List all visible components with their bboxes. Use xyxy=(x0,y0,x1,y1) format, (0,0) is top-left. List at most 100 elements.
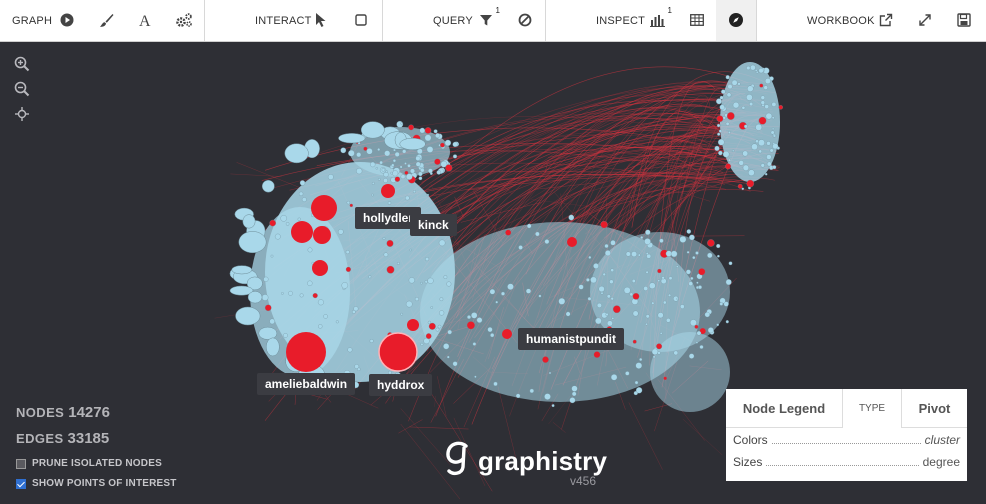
graph-node xyxy=(420,168,424,172)
highlighted-node xyxy=(760,84,764,88)
compass-icon[interactable] xyxy=(725,9,747,31)
histogram-icon[interactable]: 1 xyxy=(647,9,669,31)
graph-node xyxy=(572,392,576,396)
graph-node xyxy=(409,277,415,283)
graph-node xyxy=(384,172,389,177)
edge-line xyxy=(230,174,282,177)
hub-node xyxy=(381,184,395,198)
graph-node xyxy=(410,169,415,174)
edge-line xyxy=(553,422,566,432)
fullscreen-icon[interactable] xyxy=(914,9,936,31)
font-icon[interactable]: A xyxy=(134,9,156,31)
tab-type[interactable]: TYPE xyxy=(842,389,902,428)
highlighted-node xyxy=(346,267,351,272)
graph-node xyxy=(589,256,592,259)
graph-node xyxy=(416,162,421,167)
prune-isolated-option[interactable]: PRUNE ISOLATED NODES xyxy=(16,458,162,469)
graph-node xyxy=(646,252,648,254)
highlighted-node xyxy=(695,325,699,329)
filter-icon[interactable]: 1 xyxy=(475,9,497,31)
play-icon[interactable] xyxy=(56,9,78,31)
highlighted-node xyxy=(505,230,511,236)
poi-label-humanistpundit[interactable]: humanistpundit xyxy=(518,328,624,350)
graph-node xyxy=(695,251,698,254)
graph-node xyxy=(687,251,689,253)
hub-node xyxy=(313,226,331,244)
graph-node xyxy=(748,170,754,176)
highlighted-node xyxy=(664,377,667,380)
hub-node xyxy=(311,195,337,221)
tab-pivot[interactable]: Pivot xyxy=(902,389,967,427)
graph-node xyxy=(690,277,693,280)
center-icon[interactable] xyxy=(14,106,30,122)
graph-node xyxy=(447,356,449,358)
select-box-icon[interactable] xyxy=(350,9,372,31)
graph-node xyxy=(527,224,531,228)
node-legend-panel: Node Legend TYPE Pivot Colors cluster Si… xyxy=(726,389,967,481)
show-poi-checkbox[interactable] xyxy=(16,479,26,489)
external-link-icon[interactable] xyxy=(875,9,897,31)
graph-node xyxy=(669,277,672,280)
graph-node xyxy=(401,175,405,179)
graph-node xyxy=(328,174,333,179)
graph-node xyxy=(686,270,691,275)
graph-node xyxy=(357,368,360,371)
graph-node xyxy=(720,105,725,110)
graph-node xyxy=(447,282,452,287)
graph-node xyxy=(624,287,630,293)
paintbrush-icon[interactable] xyxy=(95,9,117,31)
graph-node xyxy=(659,239,663,243)
poi-label-hyddrox[interactable]: hyddrox xyxy=(369,374,432,396)
show-poi-option[interactable]: SHOW POINTS OF INTEREST xyxy=(16,478,177,489)
graph-node xyxy=(715,146,720,151)
exclude-icon[interactable] xyxy=(514,9,536,31)
graph-node xyxy=(690,320,696,326)
graph-node xyxy=(275,234,280,239)
graph-node xyxy=(662,276,665,279)
hub-node xyxy=(291,221,313,243)
graph-node xyxy=(380,161,383,164)
graph-node xyxy=(743,151,748,156)
graph-node xyxy=(774,135,776,137)
prune-isolated-checkbox[interactable] xyxy=(16,459,26,469)
graph-node xyxy=(755,69,757,71)
graph-node xyxy=(605,250,611,256)
zoom-in-icon[interactable] xyxy=(14,56,30,72)
highlighted-node xyxy=(395,177,400,182)
graph-node xyxy=(700,345,704,349)
graph-node xyxy=(336,321,339,324)
graph-node xyxy=(369,276,372,279)
poi-label-ameliebaldwin[interactable]: ameliebaldwin xyxy=(257,373,355,395)
highlighted-node xyxy=(725,164,731,170)
highlighted-node xyxy=(613,306,620,313)
graph-node xyxy=(645,323,647,325)
graph-node xyxy=(421,343,424,346)
leader-dots xyxy=(772,434,921,444)
zoom-out-icon[interactable] xyxy=(14,81,30,97)
graph-node xyxy=(453,142,458,147)
graph-node xyxy=(439,240,445,246)
cluster-node xyxy=(266,338,279,356)
legend-row-sizes: Sizes degree xyxy=(733,455,960,477)
graph-node xyxy=(549,372,551,374)
graph-node xyxy=(761,101,765,105)
graph-node xyxy=(439,311,444,316)
data-table-icon[interactable] xyxy=(686,9,708,31)
graph-node xyxy=(418,172,422,176)
legend-colors-value[interactable]: cluster xyxy=(925,433,960,447)
graph-node xyxy=(416,156,421,161)
save-icon[interactable] xyxy=(953,9,975,31)
highlighted-node xyxy=(313,293,318,298)
tab-node-legend[interactable]: Node Legend xyxy=(726,389,842,427)
cogs-icon[interactable] xyxy=(173,9,195,31)
graph-node xyxy=(609,280,613,284)
graph-node xyxy=(526,289,531,294)
graph-node xyxy=(407,164,410,167)
poi-label-kinck[interactable]: kinck xyxy=(410,214,457,236)
filter-count-badge: 1 xyxy=(496,6,500,15)
cursor-icon[interactable] xyxy=(310,9,332,31)
cluster-lower-right xyxy=(650,332,730,412)
cluster-node xyxy=(400,138,426,150)
legend-sizes-value[interactable]: degree xyxy=(923,455,960,469)
